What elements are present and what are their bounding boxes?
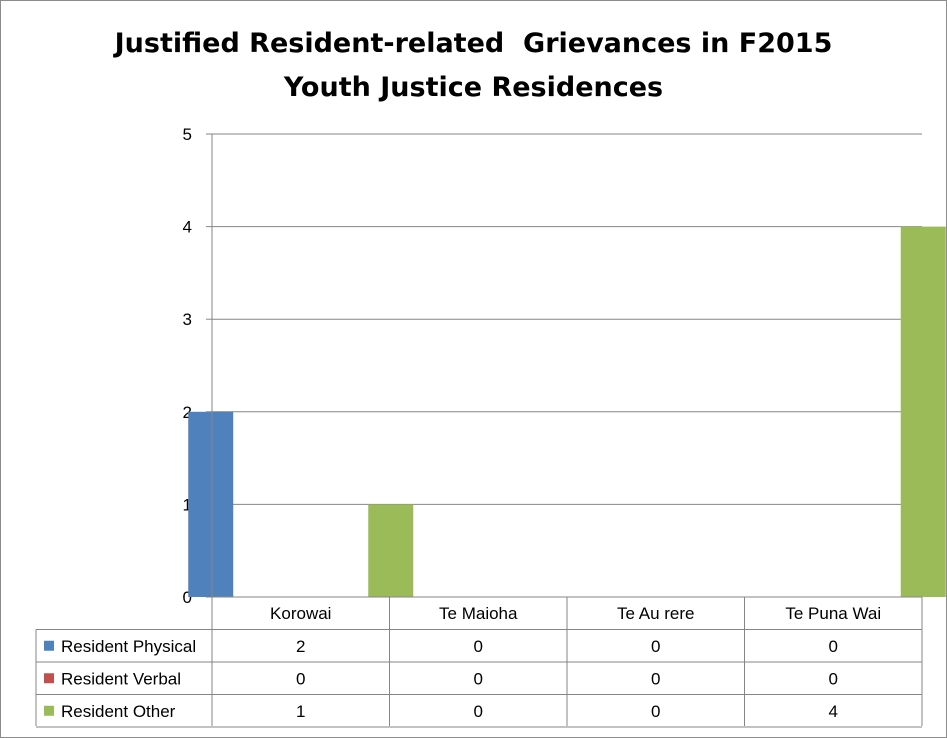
data-table-value: 0 [296, 669, 305, 688]
x-tick-label: Te Maioha [439, 604, 518, 623]
y-tick-label: 2 [183, 403, 192, 422]
chart-title-line-2: Youth Justice Residences [283, 72, 664, 103]
data-table-value: 0 [829, 669, 838, 688]
legend-label: Resident Other [61, 702, 176, 721]
data-table-value: 0 [474, 669, 483, 688]
y-tick-label: 3 [183, 310, 192, 329]
y-tick-label: 0 [183, 588, 192, 607]
y-tick-label: 1 [183, 495, 192, 514]
legend-label: Resident Physical [61, 637, 196, 656]
x-tick-label: Korowai [270, 604, 331, 623]
data-table-value: 1 [296, 702, 305, 721]
legend-label: Resident Verbal [61, 669, 181, 688]
data-table-value: 0 [651, 637, 660, 656]
legend-swatch [44, 673, 54, 684]
x-tick-label: Te Au rere [617, 604, 695, 623]
chart-title-line-1: Justified Resident-related Grievances in… [114, 28, 833, 59]
bar [368, 504, 414, 597]
data-table-value: 0 [474, 637, 483, 656]
data-table-value: 0 [474, 702, 483, 721]
legend-swatch [44, 640, 54, 651]
data-table-value: 4 [829, 702, 838, 721]
data-table-value: 2 [296, 637, 305, 656]
y-tick-label: 5 [183, 125, 192, 144]
y-tick-label: 4 [183, 218, 192, 237]
bar [900, 226, 946, 597]
bar [188, 411, 234, 597]
legend-swatch [44, 705, 54, 716]
data-table-value: 0 [829, 637, 838, 656]
chart-title: Justified Resident-related Grievances in… [0, 22, 947, 110]
data-table-value: 0 [651, 669, 660, 688]
data-table-value: 0 [651, 702, 660, 721]
x-tick-label: Te Puna Wai [785, 604, 881, 623]
